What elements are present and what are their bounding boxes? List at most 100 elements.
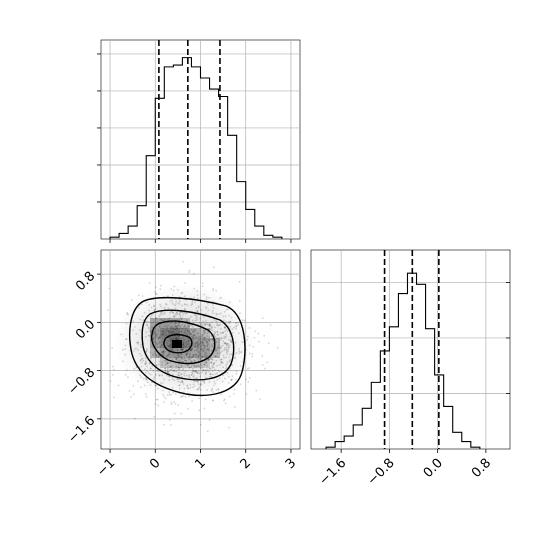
- density-2d-cells: [150, 318, 220, 368]
- sample-point: [109, 380, 112, 382]
- sample-point: [154, 286, 157, 288]
- sample-point: [203, 407, 206, 410]
- sample-point: [112, 368, 115, 371]
- sample-point: [187, 408, 189, 410]
- density-2d-panel: 0.8 0.0 −0.8 −1.6 −1 0 1 2 3: [65, 249, 301, 480]
- sample-point: [108, 287, 111, 290]
- histogram-x-step-line: [109, 57, 283, 239]
- sample-point: [198, 409, 201, 412]
- density-cell: [150, 348, 160, 358]
- density-cell: [200, 348, 210, 358]
- density-cell: [170, 358, 180, 368]
- sample-point: [248, 367, 251, 369]
- density-cell: [200, 328, 210, 338]
- sample-point: [238, 300, 241, 302]
- sample-point: [153, 415, 156, 418]
- sample-point: [112, 365, 114, 368]
- tick-label: −1.6: [65, 414, 98, 447]
- tick-label: 2: [238, 456, 254, 472]
- tick-label: −0.8: [65, 365, 98, 398]
- histogram-x-panel: [97, 39, 301, 243]
- sample-point: [244, 378, 247, 381]
- density-cell: [150, 338, 160, 348]
- sample-point: [212, 399, 215, 402]
- tick-label: 3: [283, 456, 299, 472]
- sample-point: [137, 294, 140, 297]
- sample-point: [208, 419, 211, 422]
- histogram-x-grid: [101, 40, 300, 239]
- sample-point: [259, 398, 261, 400]
- sample-point: [111, 347, 114, 349]
- sample-point: [128, 390, 131, 392]
- density-cell: [160, 338, 170, 348]
- contour-line: [163, 333, 193, 354]
- sample-point: [130, 299, 133, 301]
- sample-point: [223, 399, 225, 402]
- sample-point: [170, 424, 173, 426]
- histogram-y-quantile-lines: [383, 250, 440, 449]
- density-cell: [170, 328, 180, 338]
- tick-label: 0.0: [421, 456, 446, 481]
- density-cell: [180, 338, 190, 348]
- density-cell: [180, 328, 190, 338]
- tick-label: −1.6: [317, 456, 350, 489]
- sample-point: [173, 400, 176, 403]
- sample-point: [188, 269, 191, 272]
- density-cell: [190, 338, 200, 348]
- density-cell: [160, 318, 170, 328]
- sample-point: [224, 402, 227, 405]
- sample-point: [145, 396, 148, 398]
- sample-point: [245, 393, 248, 395]
- density-cell: [190, 348, 200, 358]
- sample-point: [184, 282, 186, 284]
- sample-point: [130, 396, 133, 398]
- sample-point: [255, 389, 258, 392]
- sample-point: [188, 271, 191, 273]
- histogram-y-frame: [310, 249, 511, 450]
- density-cell: [160, 348, 170, 358]
- sample-point: [148, 282, 151, 284]
- density-2d-x-ticks: −1 0 1 2 3: [94, 449, 299, 480]
- sample-point: [269, 324, 272, 326]
- density-cell: [210, 348, 220, 358]
- sample-point: [173, 412, 176, 415]
- density-cell: [150, 318, 160, 328]
- sample-point: [276, 346, 279, 349]
- tick-label: 0.8: [469, 456, 494, 481]
- sample-point: [199, 423, 202, 426]
- sample-point: [247, 381, 250, 383]
- tick-label: −1: [94, 456, 118, 480]
- histogram-y-panel: −1.6 −0.8 0.0 0.8: [310, 249, 511, 489]
- density-peak-cell: [172, 340, 182, 348]
- sample-point: [223, 398, 226, 401]
- density-cell: [170, 318, 180, 328]
- sample-point: [107, 309, 109, 312]
- histogram-x-quantile-lines: [158, 40, 221, 239]
- sample-point: [132, 393, 135, 396]
- density-2d-y-ticks: 0.8 0.0 −0.8 −1.6: [65, 269, 101, 447]
- sample-point: [111, 374, 114, 376]
- sample-point: [257, 332, 260, 335]
- sample-point: [144, 393, 147, 396]
- sample-point: [112, 396, 115, 399]
- sample-point: [261, 355, 264, 358]
- contour-line: [150, 320, 216, 365]
- sample-point: [266, 361, 269, 364]
- sample-point: [258, 340, 260, 343]
- density-2d-contours: [129, 296, 246, 397]
- sample-point: [174, 402, 177, 405]
- tick-label: 0.8: [73, 269, 98, 294]
- contour-line: [129, 296, 246, 397]
- density-cell: [200, 358, 210, 368]
- density-cell: [190, 328, 200, 338]
- sample-point: [264, 367, 266, 370]
- sample-point: [180, 412, 183, 415]
- sample-point: [261, 317, 264, 320]
- density-cell: [200, 338, 210, 348]
- density-cell: [150, 328, 160, 338]
- sample-point: [156, 398, 159, 401]
- density-2d-cloud: [114, 284, 254, 400]
- sample-point: [154, 403, 157, 406]
- sample-point: [170, 401, 173, 404]
- sample-point: [163, 401, 165, 404]
